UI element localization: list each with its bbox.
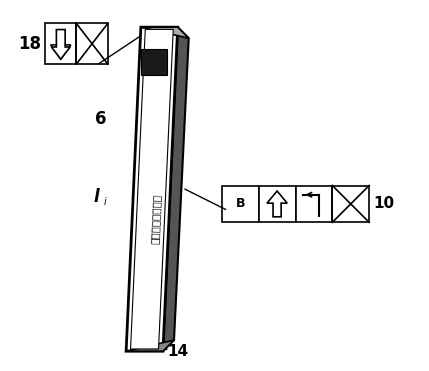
Bar bbox=[76, 23, 108, 64]
Bar bbox=[332, 186, 369, 222]
Text: i: i bbox=[104, 197, 107, 207]
Polygon shape bbox=[126, 27, 178, 351]
Text: 6: 6 bbox=[95, 110, 106, 128]
Text: B: B bbox=[236, 197, 245, 210]
Text: l: l bbox=[94, 188, 100, 206]
Bar bbox=[259, 186, 296, 222]
Bar bbox=[141, 49, 166, 75]
Polygon shape bbox=[51, 45, 71, 59]
Text: 18: 18 bbox=[18, 35, 42, 53]
Polygon shape bbox=[130, 29, 173, 349]
Text: 10: 10 bbox=[374, 196, 395, 211]
Polygon shape bbox=[51, 45, 71, 59]
Text: 14: 14 bbox=[167, 344, 188, 359]
Polygon shape bbox=[267, 191, 287, 217]
Polygon shape bbox=[163, 27, 189, 351]
Bar bbox=[58, 30, 63, 46]
Bar bbox=[222, 186, 259, 222]
Bar bbox=[45, 23, 76, 64]
Polygon shape bbox=[141, 27, 189, 38]
Bar bbox=[296, 186, 332, 222]
Text: 公交专用可逆车道: 公交专用可逆车道 bbox=[149, 193, 162, 244]
Polygon shape bbox=[51, 30, 70, 59]
Polygon shape bbox=[126, 340, 174, 351]
